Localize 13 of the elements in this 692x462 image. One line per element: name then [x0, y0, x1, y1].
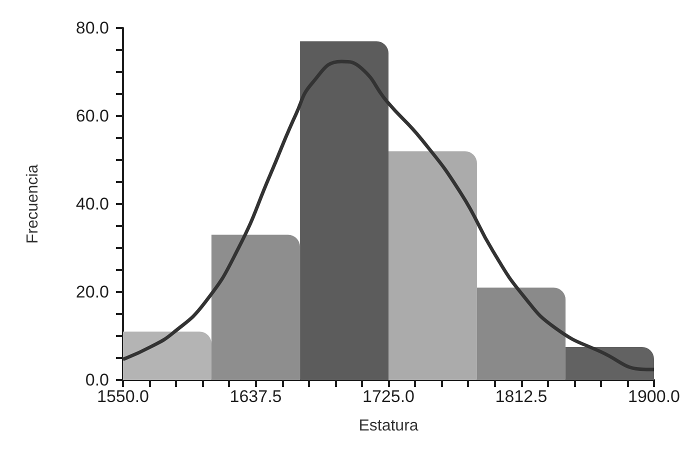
line-series	[121, 60, 656, 372]
x-tick-label: 1812.5	[495, 387, 548, 406]
x-tick-label: 1900.0	[628, 387, 680, 406]
y-tick-label: 0.0	[85, 370, 109, 390]
y-axis-title: Frecuencia	[24, 164, 42, 244]
y-tick-label: 40.0	[76, 194, 109, 214]
x-tick-label: 1637.5	[230, 387, 282, 406]
x-axis-title: Estatura	[358, 418, 418, 434]
y-tick-label: 60.0	[76, 106, 109, 126]
x-tick-label: 1725.0	[362, 387, 414, 406]
y-tick-label: 80.0	[76, 18, 109, 38]
y-tick-label: 20.0	[76, 282, 109, 302]
x-tick-label: 1550.0	[97, 387, 149, 406]
